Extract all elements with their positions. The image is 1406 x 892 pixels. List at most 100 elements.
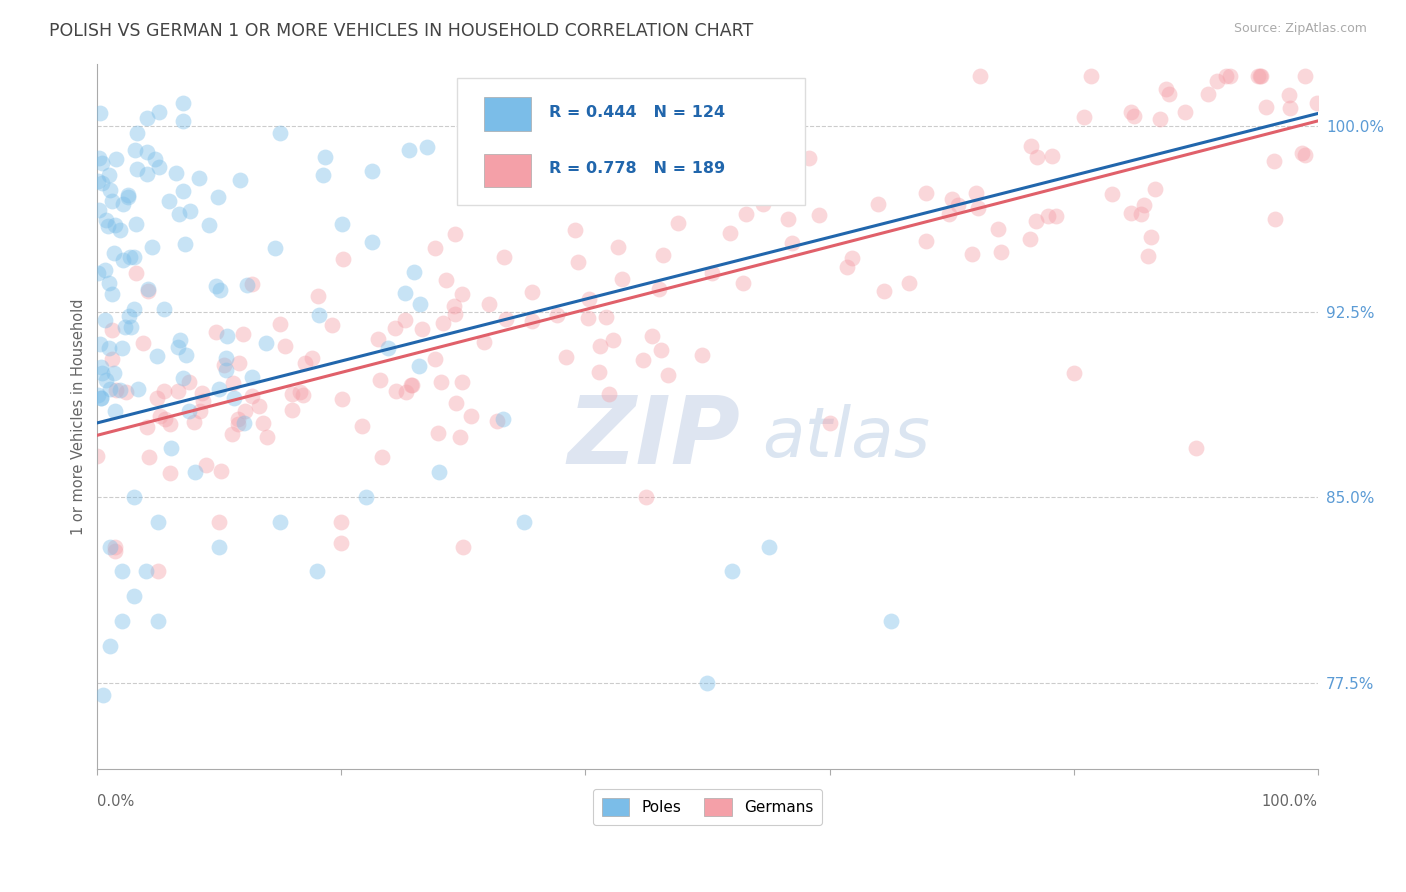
Point: [425, 352, 447, 367]
Point: [427, 425, 450, 440]
Point: [222, 391, 245, 405]
Bar: [484, 153, 530, 187]
Point: [451, 287, 474, 301]
Point: [1019, 139, 1042, 153]
Point: [451, 376, 474, 390]
Point: [135, 565, 157, 579]
Point: [330, 392, 353, 406]
Point: [112, 252, 135, 267]
Point: [177, 404, 200, 418]
Point: [330, 218, 353, 232]
Point: [148, 105, 170, 120]
Point: [98, 540, 121, 554]
Point: [122, 490, 145, 504]
Point: [125, 217, 148, 231]
Point: [305, 565, 328, 579]
Point: [235, 404, 257, 418]
Point: [1119, 205, 1142, 219]
Point: [948, 198, 970, 212]
Point: [1197, 87, 1219, 102]
Point: [111, 565, 134, 579]
Point: [169, 207, 191, 221]
Point: [990, 245, 1012, 260]
Point: [138, 450, 160, 465]
Point: [240, 370, 263, 384]
Point: [1206, 74, 1229, 88]
Point: [215, 363, 238, 377]
Point: [222, 376, 245, 390]
Point: [172, 184, 194, 198]
Point: [1159, 87, 1181, 101]
Point: [94, 263, 117, 277]
Point: [288, 385, 311, 400]
Point: [371, 450, 394, 464]
Point: [1101, 186, 1123, 201]
Point: [188, 403, 211, 417]
Point: [89, 106, 111, 120]
Point: [143, 153, 166, 167]
Point: [90, 391, 112, 405]
Point: [564, 223, 586, 237]
Point: [897, 276, 920, 290]
Point: [236, 277, 259, 292]
Point: [148, 409, 170, 423]
Point: [148, 565, 170, 579]
Point: [256, 430, 278, 444]
Point: [1219, 70, 1241, 84]
Point: [148, 160, 170, 174]
Point: [567, 255, 589, 269]
Point: [159, 417, 181, 431]
Point: [1174, 105, 1197, 120]
Point: [89, 337, 111, 351]
Point: [291, 388, 314, 402]
Point: [228, 356, 250, 370]
Text: R = 0.444   N = 124: R = 0.444 N = 124: [548, 104, 725, 120]
Point: [915, 186, 938, 200]
Point: [1129, 207, 1152, 221]
Point: [122, 589, 145, 603]
Point: [641, 329, 664, 343]
Point: [330, 515, 353, 529]
Point: [751, 197, 773, 211]
Point: [650, 343, 672, 358]
Text: 0.0%: 0.0%: [97, 794, 135, 809]
Point: [247, 399, 270, 413]
Legend: Poles, Germans: Poles, Germans: [592, 789, 823, 825]
Point: [332, 252, 354, 266]
Point: [132, 336, 155, 351]
Point: [782, 167, 804, 181]
Point: [1256, 100, 1278, 114]
Point: [240, 277, 263, 291]
Point: [401, 378, 423, 392]
Point: [145, 391, 167, 405]
Point: [153, 301, 176, 316]
Point: [361, 164, 384, 178]
Point: [228, 173, 250, 187]
Point: [90, 359, 112, 374]
Point: [100, 183, 122, 197]
Point: [98, 276, 121, 290]
Point: [1278, 87, 1301, 102]
Point: [169, 334, 191, 348]
Point: [969, 70, 991, 84]
Point: [1080, 70, 1102, 84]
Text: atlas: atlas: [762, 404, 931, 471]
Point: [398, 143, 420, 157]
Point: [167, 340, 190, 354]
Point: [110, 383, 132, 397]
Point: [443, 227, 465, 241]
Point: [215, 351, 238, 366]
Point: [520, 314, 543, 328]
Point: [135, 420, 157, 434]
Point: [799, 151, 821, 165]
Point: [513, 515, 536, 529]
Point: [89, 203, 111, 218]
Point: [269, 515, 291, 529]
Point: [432, 316, 454, 330]
Point: [111, 341, 134, 355]
Point: [184, 466, 207, 480]
Point: [429, 375, 451, 389]
Point: [174, 237, 197, 252]
Point: [735, 207, 758, 221]
Point: [221, 426, 243, 441]
